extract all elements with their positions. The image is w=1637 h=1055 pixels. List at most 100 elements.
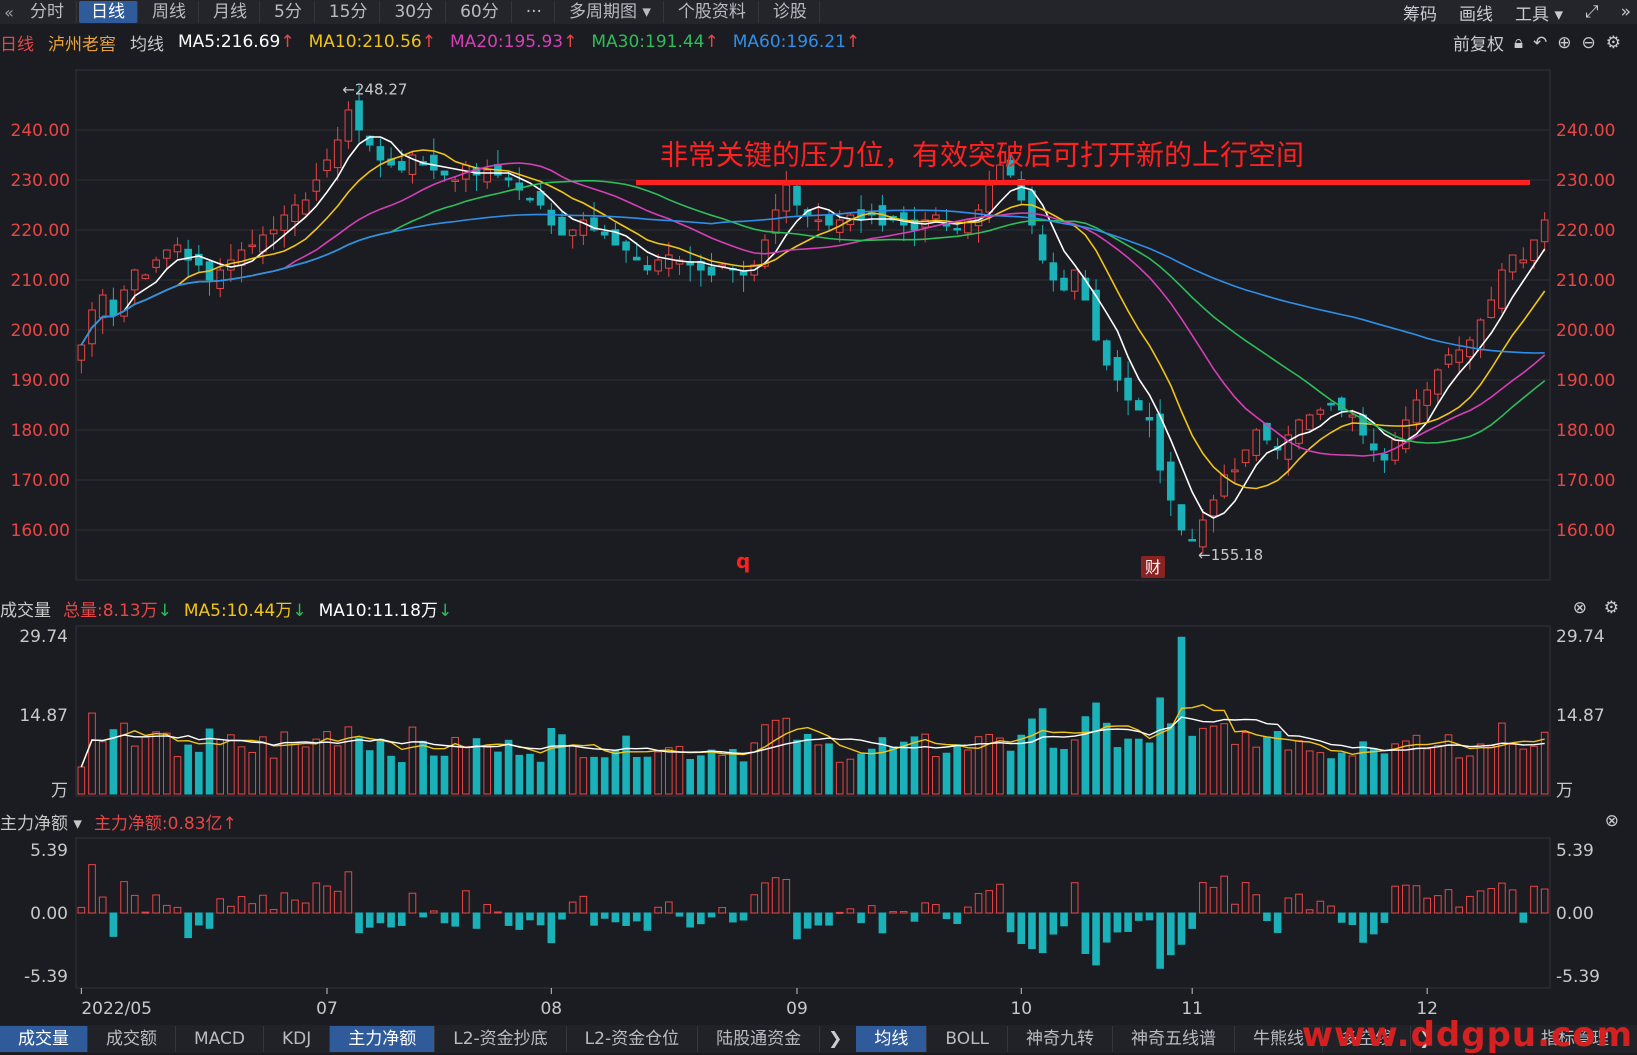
period-tab-9[interactable]: 多周期图 ▾ bbox=[557, 1, 664, 23]
period-tab-6[interactable]: 30分 bbox=[382, 1, 447, 23]
collapse-right-icon[interactable]: » bbox=[1620, 2, 1631, 22]
volume-close-icon[interactable]: ⊗ bbox=[1572, 598, 1587, 618]
volume-settings-icon[interactable]: ⚙ bbox=[1603, 598, 1619, 618]
volume-bar-up bbox=[152, 731, 160, 795]
flow-bar-positive bbox=[835, 911, 844, 914]
fullscreen-icon[interactable]: ⤢ bbox=[1584, 2, 1599, 22]
price-tick-right: 240.00 bbox=[1556, 121, 1615, 141]
indicator-tab-3[interactable]: KDJ bbox=[264, 1026, 331, 1052]
flow-bar-negative bbox=[536, 912, 545, 926]
flow-bar-positive bbox=[1284, 897, 1293, 914]
flow-panel-header: 主力净额 ▾ 主力净额:0.83亿↑ ⊗ bbox=[0, 809, 1637, 834]
candle-up bbox=[1530, 239, 1538, 261]
period-tab-8[interactable]: ··· bbox=[514, 1, 555, 23]
chip-button[interactable]: 筹码 bbox=[1403, 4, 1438, 25]
overlay-tab-0[interactable]: 均线 bbox=[856, 1026, 928, 1052]
flow-bar-positive bbox=[162, 904, 171, 914]
volume-bar-down bbox=[686, 758, 694, 795]
zoom-in-icon[interactable]: ⊕ bbox=[1557, 32, 1572, 53]
chevron-right-icon-2[interactable]: ❯ bbox=[1419, 1029, 1434, 1049]
settings-icon[interactable]: ⚙ bbox=[1605, 32, 1621, 53]
period-tabs: 分时 日线 周线 月线 5分 15分 30分 60分 ··· 多周期图 ▾ 个股资料 诊股 bbox=[18, 1, 822, 23]
zoom-out-icon[interactable]: ⊖ bbox=[1581, 32, 1596, 53]
flow-bar-negative bbox=[857, 912, 865, 924]
candle-up bbox=[1487, 299, 1496, 319]
indicator-tab-4[interactable]: 主力净额 bbox=[330, 1026, 436, 1052]
flow-bar-positive bbox=[333, 890, 342, 914]
period-tab-1[interactable]: 日线 bbox=[79, 1, 138, 23]
stock-name[interactable]: 泸州老窖 bbox=[48, 34, 116, 55]
chevron-right-icon[interactable]: ❯ bbox=[828, 1029, 843, 1049]
indicator-tab-7[interactable]: 陆股通资金 bbox=[698, 1026, 821, 1052]
indicator-tab-1[interactable]: 成交额 bbox=[88, 1026, 176, 1052]
period-tab-2[interactable]: 周线 bbox=[140, 1, 199, 23]
period-tab-3[interactable]: 月线 bbox=[201, 1, 260, 23]
volume-bar-down bbox=[526, 753, 534, 795]
tools-button[interactable]: 工具 ▾ bbox=[1515, 4, 1563, 25]
adjust-button[interactable]: 前复权 bbox=[1452, 35, 1504, 55]
volume-bar-down bbox=[536, 761, 545, 795]
flow-bar-negative bbox=[472, 912, 481, 929]
volume-bar-down bbox=[1273, 731, 1282, 795]
flow-bar-positive bbox=[1241, 882, 1250, 914]
indicator-tab-5[interactable]: L2-资金抄底 bbox=[435, 1026, 567, 1052]
volume-bar-down bbox=[1038, 708, 1047, 795]
undo-icon[interactable]: ↶ bbox=[1533, 32, 1548, 53]
indicator-tabs-left: 成交量 成交额 MACD KDJ 主力净额 L2-资金抄底 L2-资金仓位 陆股通资金 bbox=[0, 1026, 821, 1052]
flow-bar-negative bbox=[803, 912, 812, 929]
period-tab-0[interactable]: 分时 bbox=[18, 1, 77, 23]
period-tab-5[interactable]: 15分 bbox=[317, 1, 381, 23]
candle-up bbox=[1241, 449, 1250, 464]
flow-close-icon[interactable]: ⊗ bbox=[1604, 811, 1619, 831]
candle-down bbox=[1134, 400, 1143, 411]
flow-bar-positive bbox=[1220, 875, 1229, 914]
volume-bar-down bbox=[1380, 753, 1389, 795]
period-tab-4[interactable]: 5分 bbox=[262, 1, 315, 23]
chart-controls: 前复权 🔒︎ ↶ ⊕ ⊖ ⚙ bbox=[1452, 30, 1631, 56]
indicator-tab-2[interactable]: MACD bbox=[176, 1026, 264, 1052]
overlay-tab-2[interactable]: 神奇九转 bbox=[1008, 1026, 1114, 1052]
candle-down bbox=[526, 197, 534, 201]
volume-bar-down bbox=[697, 755, 705, 795]
indicator-tab-6[interactable]: L2-资金仓位 bbox=[567, 1026, 699, 1052]
period-tab-10[interactable]: 个股资料 bbox=[666, 1, 759, 23]
volume-title[interactable]: 成交量 bbox=[0, 600, 51, 621]
volume-bar-up bbox=[280, 731, 289, 795]
ma-label[interactable]: 均线 bbox=[130, 34, 164, 55]
flow-bar-negative bbox=[504, 912, 513, 926]
flow-bar-positive bbox=[152, 894, 160, 914]
volume-tick-left: 29.74 bbox=[19, 627, 68, 647]
candle-up bbox=[141, 274, 150, 279]
volume-bar-up bbox=[98, 741, 107, 795]
period-tab-7[interactable]: 60分 bbox=[448, 1, 512, 23]
volume-bar-up bbox=[1284, 749, 1293, 795]
flow-title[interactable]: 主力净额 ▾ bbox=[0, 813, 82, 834]
volume-bar-up bbox=[1466, 755, 1474, 795]
flow-tick-left: 0.00 bbox=[30, 904, 68, 924]
flow-bar-positive bbox=[1455, 906, 1464, 914]
candle-up bbox=[1252, 429, 1261, 456]
indicator-manage-button[interactable]: 指标管理 bbox=[1541, 1029, 1609, 1049]
period-tab-11[interactable]: 诊股 bbox=[761, 1, 820, 23]
draw-button[interactable]: 画线 bbox=[1459, 4, 1494, 25]
lock-icon[interactable]: 🔒︎ bbox=[1513, 32, 1523, 53]
overlay-tab-3[interactable]: 神奇五线谱 bbox=[1113, 1026, 1236, 1052]
collapse-left-icon[interactable]: « bbox=[4, 2, 14, 22]
candle-down bbox=[515, 182, 524, 191]
flow-bar-negative bbox=[739, 912, 748, 921]
volume-bar-up bbox=[985, 733, 994, 795]
overlay-tab-5[interactable]: 多空线 bbox=[1323, 1026, 1412, 1052]
overlay-tab-4[interactable]: 牛熊线 bbox=[1235, 1026, 1324, 1052]
candle-down bbox=[1102, 340, 1111, 366]
flow-bar-positive bbox=[718, 907, 727, 914]
candle-up bbox=[782, 184, 791, 212]
volume-bar-down bbox=[1113, 747, 1122, 795]
overlay-tab-1[interactable]: BOLL bbox=[927, 1026, 1009, 1052]
price-tick-right: 210.00 bbox=[1556, 271, 1615, 291]
flow-bar-positive bbox=[867, 905, 876, 914]
flow-bar-negative bbox=[707, 912, 716, 918]
volume-bar-down bbox=[1177, 636, 1186, 795]
indicator-tab-0[interactable]: 成交量 bbox=[0, 1026, 88, 1052]
candle-down bbox=[355, 100, 363, 131]
